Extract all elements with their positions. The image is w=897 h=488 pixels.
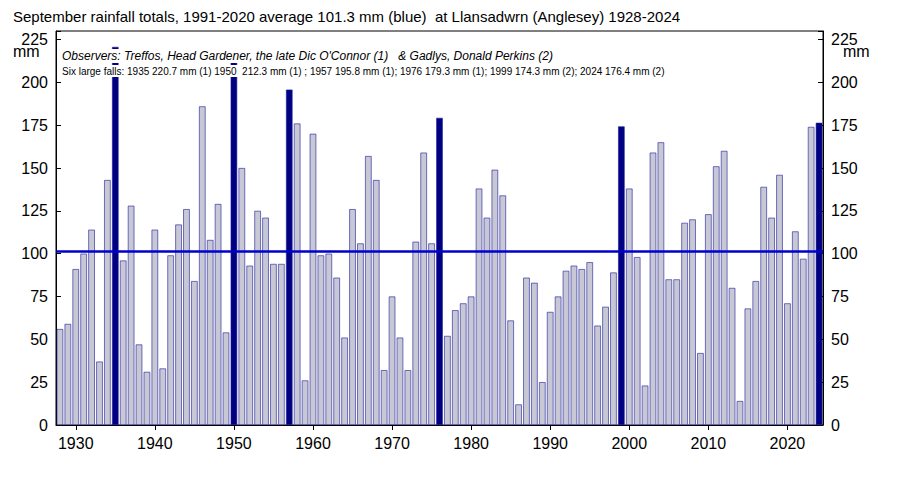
- svg-text:0: 0: [831, 417, 840, 434]
- svg-text:2010: 2010: [691, 435, 727, 452]
- svg-text:mm: mm: [843, 43, 870, 60]
- svg-text:225: 225: [831, 31, 858, 49]
- svg-text:September rainfall totals, 199: September rainfall totals, 1991-2020 ave…: [13, 8, 680, 25]
- svg-text:175: 175: [21, 117, 48, 134]
- svg-text:1970: 1970: [374, 435, 410, 452]
- svg-text:175: 175: [831, 117, 858, 134]
- svg-text:25: 25: [30, 374, 48, 391]
- svg-text:150: 150: [21, 160, 48, 177]
- svg-text:2000: 2000: [611, 435, 647, 452]
- svg-text:50: 50: [831, 331, 849, 348]
- svg-text:25: 25: [831, 374, 849, 391]
- svg-text:2020: 2020: [770, 435, 806, 452]
- svg-text:100: 100: [21, 245, 48, 262]
- svg-text:1950: 1950: [216, 435, 252, 452]
- svg-text:125: 125: [21, 202, 48, 219]
- svg-text:50: 50: [30, 331, 48, 348]
- svg-text:100: 100: [831, 245, 858, 262]
- svg-text:1930: 1930: [58, 435, 94, 452]
- svg-text:Six large falls: 1935 220.7 mm: Six large falls: 1935 220.7 mm (1) 1950 …: [62, 66, 665, 77]
- svg-text:75: 75: [30, 288, 48, 305]
- svg-text:150: 150: [831, 160, 858, 177]
- svg-text:0: 0: [39, 417, 48, 434]
- svg-text:225: 225: [21, 31, 48, 49]
- svg-text:125: 125: [831, 202, 858, 219]
- svg-text:Observers: Treffos, Head Garde: Observers: Treffos, Head Gardener, the l…: [62, 49, 553, 63]
- svg-text:200: 200: [21, 74, 48, 91]
- svg-text:mm: mm: [13, 43, 40, 60]
- svg-text:1940: 1940: [137, 435, 173, 452]
- svg-text:200: 200: [831, 74, 858, 91]
- svg-text:1980: 1980: [453, 435, 489, 452]
- svg-text:1960: 1960: [295, 435, 331, 452]
- svg-text:1990: 1990: [532, 435, 568, 452]
- svg-text:75: 75: [831, 288, 849, 305]
